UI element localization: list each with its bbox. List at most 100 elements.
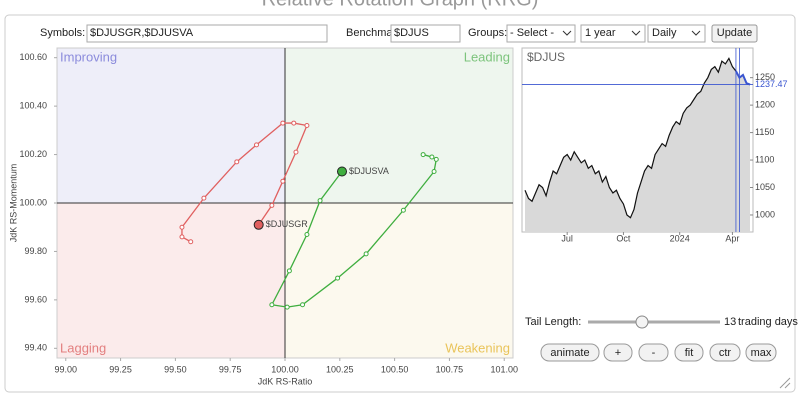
control-button[interactable] <box>540 343 600 362</box>
tail-point <box>179 224 185 230</box>
tail-point <box>280 178 286 184</box>
y-tick-label: 100.20 <box>19 149 47 159</box>
tail-point <box>335 275 341 281</box>
head-point[interactable] <box>253 219 264 230</box>
series-label: $DJUSVA <box>349 166 389 176</box>
tail-point <box>363 251 369 257</box>
tail-point <box>300 302 306 308</box>
x-tick-label: 100.25 <box>326 364 354 374</box>
tail-point <box>179 234 185 240</box>
x-tick-label: 100.75 <box>436 364 464 374</box>
groups-value[interactable]: - Select - <box>510 27 554 39</box>
tail-point <box>280 120 286 126</box>
quadrant-label: Improving <box>60 49 117 64</box>
quadrant <box>57 203 285 358</box>
control-button-label[interactable]: ctr <box>719 347 732 359</box>
control-button[interactable] <box>603 343 633 362</box>
x-tick-label: 101.00 <box>490 364 518 374</box>
control-button-label[interactable]: animate <box>550 347 589 359</box>
x-tick-label: 100.00 <box>271 364 299 374</box>
tail-point <box>429 154 435 160</box>
tail-point <box>293 149 299 155</box>
tail-slider-knob[interactable] <box>635 315 649 329</box>
period-select[interactable] <box>580 24 646 43</box>
head-point[interactable] <box>337 166 347 177</box>
tail-unit: trading days <box>738 316 798 328</box>
price-title: $DJUS <box>527 50 565 64</box>
frequency-value[interactable]: Daily <box>652 27 677 39</box>
last-price-label: 1237.47 <box>755 79 788 89</box>
period-value[interactable]: 1 year <box>585 27 616 39</box>
control-button-label[interactable]: fit <box>685 347 694 359</box>
symbols-value[interactable]: $DJUSGR,$DJUSVA <box>90 27 194 39</box>
control-button-label[interactable]: - <box>652 347 656 359</box>
price-tail <box>735 70 751 86</box>
y-tick-label: 100.60 <box>19 52 47 62</box>
benchmark-input[interactable] <box>390 24 461 43</box>
symbols-label: Symbols: <box>40 27 85 39</box>
series-label: $DJUSGR <box>266 219 309 229</box>
resize-handle[interactable] <box>779 377 791 389</box>
tail-point <box>269 302 275 308</box>
control-button-label[interactable]: max <box>751 347 772 359</box>
frequency-select[interactable] <box>647 24 706 43</box>
dropdown-arrow <box>562 30 572 36</box>
tail-point <box>286 268 292 274</box>
benchmark-value[interactable]: $DJUS <box>394 27 429 39</box>
groups-select[interactable] <box>506 24 576 43</box>
control-button[interactable] <box>709 343 741 362</box>
y-tick-label: 99.60 <box>24 294 47 304</box>
y-tick-label: 100.00 <box>19 197 47 207</box>
button-row: animate + - fit ctr max <box>540 343 777 362</box>
tail-point <box>234 159 240 165</box>
y-tick-label: 1050 <box>755 182 775 192</box>
y-tick-label: 99.40 <box>24 343 47 353</box>
x-tick-label: Apr <box>725 233 739 243</box>
quadrant <box>57 48 285 203</box>
benchmark-label: Benchmark: <box>346 27 405 39</box>
x-tick-label: 100.50 <box>381 364 409 374</box>
tail-point <box>188 239 194 245</box>
x-tick-label: 99.00 <box>55 364 78 374</box>
tail-point <box>304 231 310 237</box>
tail-point <box>284 304 290 310</box>
x-axis-label: JdK RS-Ratio <box>258 376 313 386</box>
tail-point <box>431 169 437 175</box>
tail-label: Tail Length: <box>525 316 581 328</box>
x-tick-label: 99.50 <box>164 364 187 374</box>
tail-value: 13 <box>724 316 736 328</box>
y-tick-label: 100.40 <box>19 101 47 111</box>
dropdown-arrow <box>631 30 641 36</box>
quadrant <box>285 203 513 358</box>
symbols-input[interactable] <box>86 24 328 43</box>
tail-point <box>433 156 439 162</box>
quadrant-label: Lagging <box>60 340 106 355</box>
tail-point <box>420 152 426 158</box>
update-label[interactable]: Update <box>717 27 752 39</box>
control-button[interactable] <box>745 343 777 362</box>
y-axis-label: JdK RS-Momentum <box>8 164 18 243</box>
quadrant <box>285 48 513 203</box>
y-tick-label: 99.80 <box>24 246 47 256</box>
price-line <box>524 57 751 219</box>
tail-point <box>291 120 297 126</box>
x-tick-label: 2024 <box>670 233 690 243</box>
tail-point <box>201 195 207 201</box>
x-tick-label: 99.25 <box>109 364 132 374</box>
control-button-label[interactable]: + <box>615 347 621 359</box>
update-button[interactable] <box>711 24 758 43</box>
y-tick-label: 1150 <box>755 127 774 137</box>
x-tick-label: 99.75 <box>219 364 242 374</box>
control-button[interactable] <box>674 343 704 362</box>
y-tick-label: 1250 <box>755 72 775 82</box>
y-tick-label: 1100 <box>755 154 774 164</box>
tail-point <box>304 123 310 128</box>
control-button[interactable] <box>638 343 669 362</box>
y-tick-label: 1000 <box>755 209 775 219</box>
tail-point <box>400 207 406 213</box>
groups-label: Groups: <box>468 27 507 39</box>
page-title: Relative Rotation Graph (RRG) <box>262 0 539 10</box>
tail-point <box>254 142 259 148</box>
x-tick-label: Jul <box>561 233 573 243</box>
